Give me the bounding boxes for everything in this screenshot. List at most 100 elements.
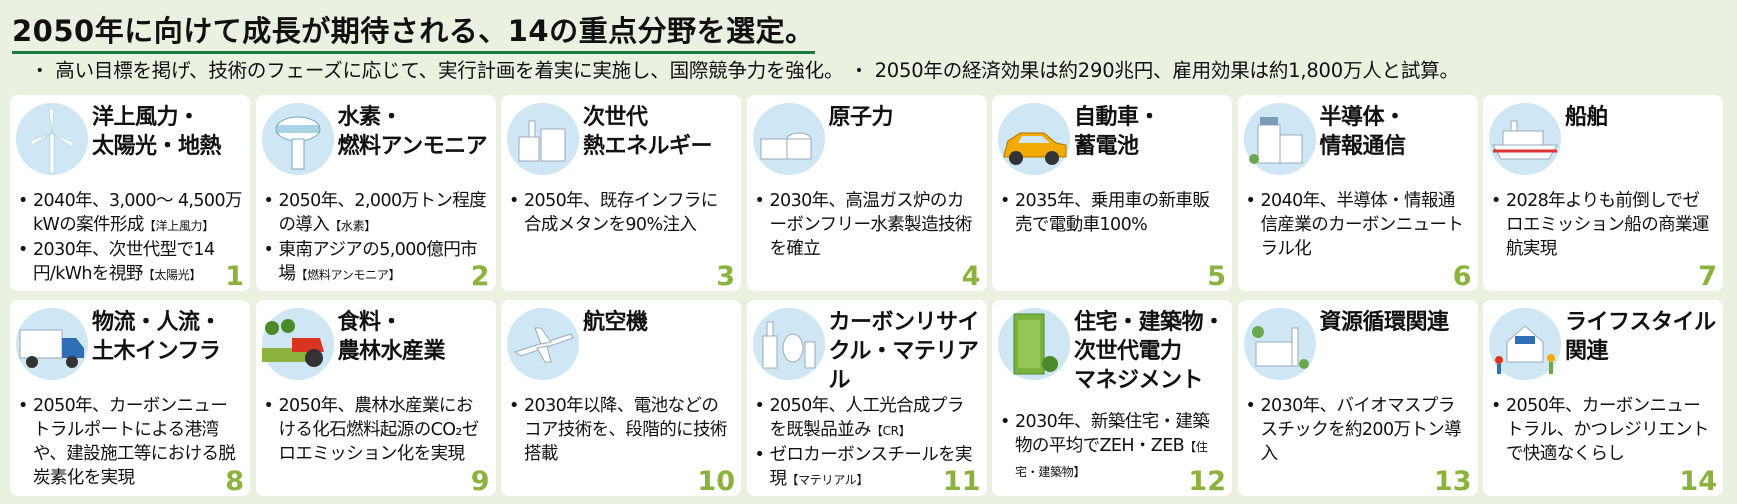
sector-bullet: 2040年、3,000～ 4,500万kWの案件形成【洋上風力】: [18, 189, 243, 238]
family-house-icon: [1489, 308, 1561, 380]
sector-title-line: 燃料アンモニア: [337, 134, 488, 159]
sector-title: 住宅・建築物・ 次世代電力 マネジメント: [1074, 308, 1228, 395]
sector-bullets: 2035年、乗用車の新車販売で電動車100%: [1000, 189, 1224, 237]
sector-bullets: 2030年以降、電池などのコア技術を、段階的に技術搭載: [509, 394, 733, 466]
sector-bullet: 東南アジアの5,000億円市場【燃料アンモニア】: [264, 238, 488, 287]
sector-title: 食料・ 農林水産業: [338, 308, 492, 366]
sector-title-line: 蓄電池: [1074, 134, 1139, 159]
sector-bullet: 2030年以降、電池などのコア技術を、段階的に技術搭載: [509, 394, 733, 466]
bullet-text: ゼロカーボンスチールを実現: [769, 445, 973, 489]
bullet-text: 2050年、2,000万トン程度の導入: [278, 191, 487, 235]
sector-bullet: 2050年、カーボンニュートラルポートによる港湾や、建設施工等における脱炭素化を…: [18, 394, 242, 490]
bullet-text: 2040年、3,000～ 4,500万kWの案件形成: [33, 191, 243, 235]
sector-bullets: 2050年、カーボンニュートラルポートによる港湾や、建設施工等における脱炭素化を…: [18, 394, 242, 490]
sector-title-line: 太陽光・地熱: [92, 134, 222, 159]
sector-title-line: 水素・: [337, 105, 403, 130]
sector-bullet: 2030年、次世代型で14円/kWhを視野【太陽光】: [18, 238, 242, 287]
hydrogen-tank-icon: [261, 103, 334, 175]
sector-bullets: 2050年、人工光合成プラを既製品並み【CR】ゼロカーボンスチールを実現【マテリ…: [755, 394, 979, 492]
bullet-text: 2030年、バイオマスプラスチックを約200万トン導入: [1260, 396, 1462, 464]
sector-card: 食料・農林水産業 2050年、農林水産業における化石燃料起源のCO₂ゼロエミッショ…: [255, 300, 496, 496]
sector-number: 1: [225, 261, 244, 291]
sector-number: 14: [1679, 466, 1717, 496]
sector-bullets: 2040年、3,000～ 4,500万kWの案件形成【洋上風力】2030年、次世…: [18, 189, 243, 287]
sector-number: 13: [1433, 466, 1472, 496]
sector-number: 12: [1188, 466, 1226, 496]
sector-title: 物流・人流・ 土木インフラ: [92, 308, 246, 366]
sector-bullet: 2050年、農林水産業における化石燃料起源のCO₂ゼロエミッション化を実現: [264, 394, 488, 466]
bullet-text: 2028年よりも前倒しでゼロエミッション船の商業運航実現: [1506, 191, 1709, 259]
sector-number: 11: [942, 466, 981, 496]
bullet-text: 2030年、新築住宅・建築物の平均でZEH・ZEB: [1015, 412, 1210, 456]
sector-bullets: 2040年、半導体・情報通信産業のカーボンニュートラル化: [1246, 189, 1470, 261]
sector-bullet: 2035年、乗用車の新車販売で電動車100%: [1000, 189, 1224, 237]
wind-turbine-icon: [16, 103, 88, 175]
bullet-text: 2030年以降、電池などのコア技術を、段階的に技術搭載: [524, 396, 727, 464]
sector-title-line: 資源循環関連: [1319, 310, 1450, 335]
sector-bullet: 2028年よりも前倒しでゼロエミッション船の商業運航実現: [1491, 189, 1715, 261]
plant-facility-icon: [752, 308, 825, 380]
sector-bullet: 2030年、新築住宅・建築物の平均でZEH・ZEB【住宅・建築物】: [1000, 410, 1224, 484]
sector-bullets: 2028年よりも前倒しでゼロエミッション船の商業運航実現: [1491, 189, 1715, 261]
car-icon: [998, 103, 1070, 175]
bullet-tag: 【住宅・建築物】: [1015, 440, 1208, 479]
sector-number: 2: [470, 261, 490, 291]
green-building-icon: [998, 308, 1070, 380]
sector-title: 自動車・ 蓄電池: [1074, 103, 1228, 161]
sector-card: 洋上風力・太陽光・地熱 2040年、3,000～ 4,500万kWの案件形成【洋上…: [10, 95, 250, 291]
sector-bullet: 2040年、半導体・情報通信産業のカーボンニュートラル化: [1246, 189, 1470, 261]
nuclear-plant-icon: [752, 103, 825, 175]
sector-title-line: 関連: [1565, 339, 1609, 364]
bullet-text: 東南アジアの5,000億円市場: [278, 240, 478, 284]
page-subtitle: ・ 高い目標を掲げ、技術のフェーズに応じて、実行計画を着実に実施し、国際競争力を…: [30, 59, 1459, 82]
bullet-text: 2040年、半導体・情報通信産業のカーボンニュートラル化: [1260, 191, 1464, 259]
sector-number: 9: [470, 466, 490, 496]
bullet-tag: 【マテリアル】: [786, 473, 869, 487]
bullet-text: 2030年、高温ガス炉のカーボンフリー水素製造技術を確立: [769, 191, 973, 259]
sector-bullet: 2050年、カーボンニュートラル、かつレジリエントで快適なくらし: [1491, 394, 1715, 466]
sector-title: 次世代 熱エネルギー: [583, 103, 737, 161]
sector-bullets: 2050年、カーボンニュートラル、かつレジリエントで快適なくらし: [1491, 394, 1715, 466]
sector-bullet: 2050年、2,000万トン程度の導入【水素】: [264, 189, 488, 238]
sector-title-line: 情報通信: [1319, 134, 1407, 159]
tractor-icon: [261, 308, 334, 380]
sector-grid: 洋上風力・太陽光・地熱 2040年、3,000～ 4,500万kWの案件形成【洋上…: [10, 95, 1727, 499]
sector-number: 7: [1698, 261, 1717, 291]
sector-title-line: 次世代: [583, 105, 648, 130]
sector-bullets: 2030年、バイオマスプラスチックを約200万トン導入: [1246, 394, 1470, 466]
sector-number: 5: [1207, 261, 1226, 291]
sector-bullet: 2030年、高温ガス炉のカーボンフリー水素製造技術を確立: [755, 189, 979, 261]
sector-title: 洋上風力・太陽光・地熱: [92, 103, 246, 161]
sector-title-line: 自動車・: [1074, 105, 1161, 130]
sector-card: 水素・燃料アンモニア 2050年、2,000万トン程度の導入【水素】東南アジアの5…: [255, 95, 496, 291]
sector-number: 10: [697, 466, 735, 496]
sector-title: 水素・燃料アンモニア: [338, 103, 492, 161]
sector-title-line: 洋上風力・: [92, 105, 200, 130]
bullet-tag: 【CR】: [870, 424, 911, 438]
bullet-text: 2035年、乗用車の新車販売で電動車100%: [1015, 191, 1210, 235]
sector-bullet: ゼロカーボンスチールを実現【マテリアル】: [755, 443, 979, 492]
sector-title: 資源循環関連: [1320, 308, 1474, 337]
sector-title-line: 食料・: [337, 310, 403, 335]
sector-title-line: 農林水産業: [337, 339, 446, 364]
building-icon: [1243, 103, 1316, 175]
sector-title: ライフスタイル 関連: [1565, 308, 1719, 366]
bullet-tag: 【燃料アンモニア】: [295, 268, 401, 282]
ship-icon: [1489, 103, 1561, 175]
sector-title: 船舶: [1565, 103, 1719, 132]
sector-bullets: 2050年、2,000万トン程度の導入【水素】東南アジアの5,000億円市場【燃…: [264, 189, 488, 287]
sector-title-line: カーボンリサイ: [828, 310, 980, 335]
sector-title-line: 船舶: [1565, 105, 1609, 130]
sector-bullet: 2050年、人工光合成プラを既製品並み【CR】: [755, 394, 979, 443]
recycling-plant-icon: [1243, 308, 1316, 380]
bullet-text: 2050年、カーボンニュートラルポートによる港湾や、建設施工等における脱炭素化を…: [33, 396, 236, 488]
sector-number: 6: [1452, 261, 1472, 291]
sector-title-line: 熱エネルギー: [583, 134, 713, 159]
sector-title-line: 物流・人流・: [92, 310, 222, 335]
sector-title-line: ライフスタイル: [1565, 310, 1716, 335]
